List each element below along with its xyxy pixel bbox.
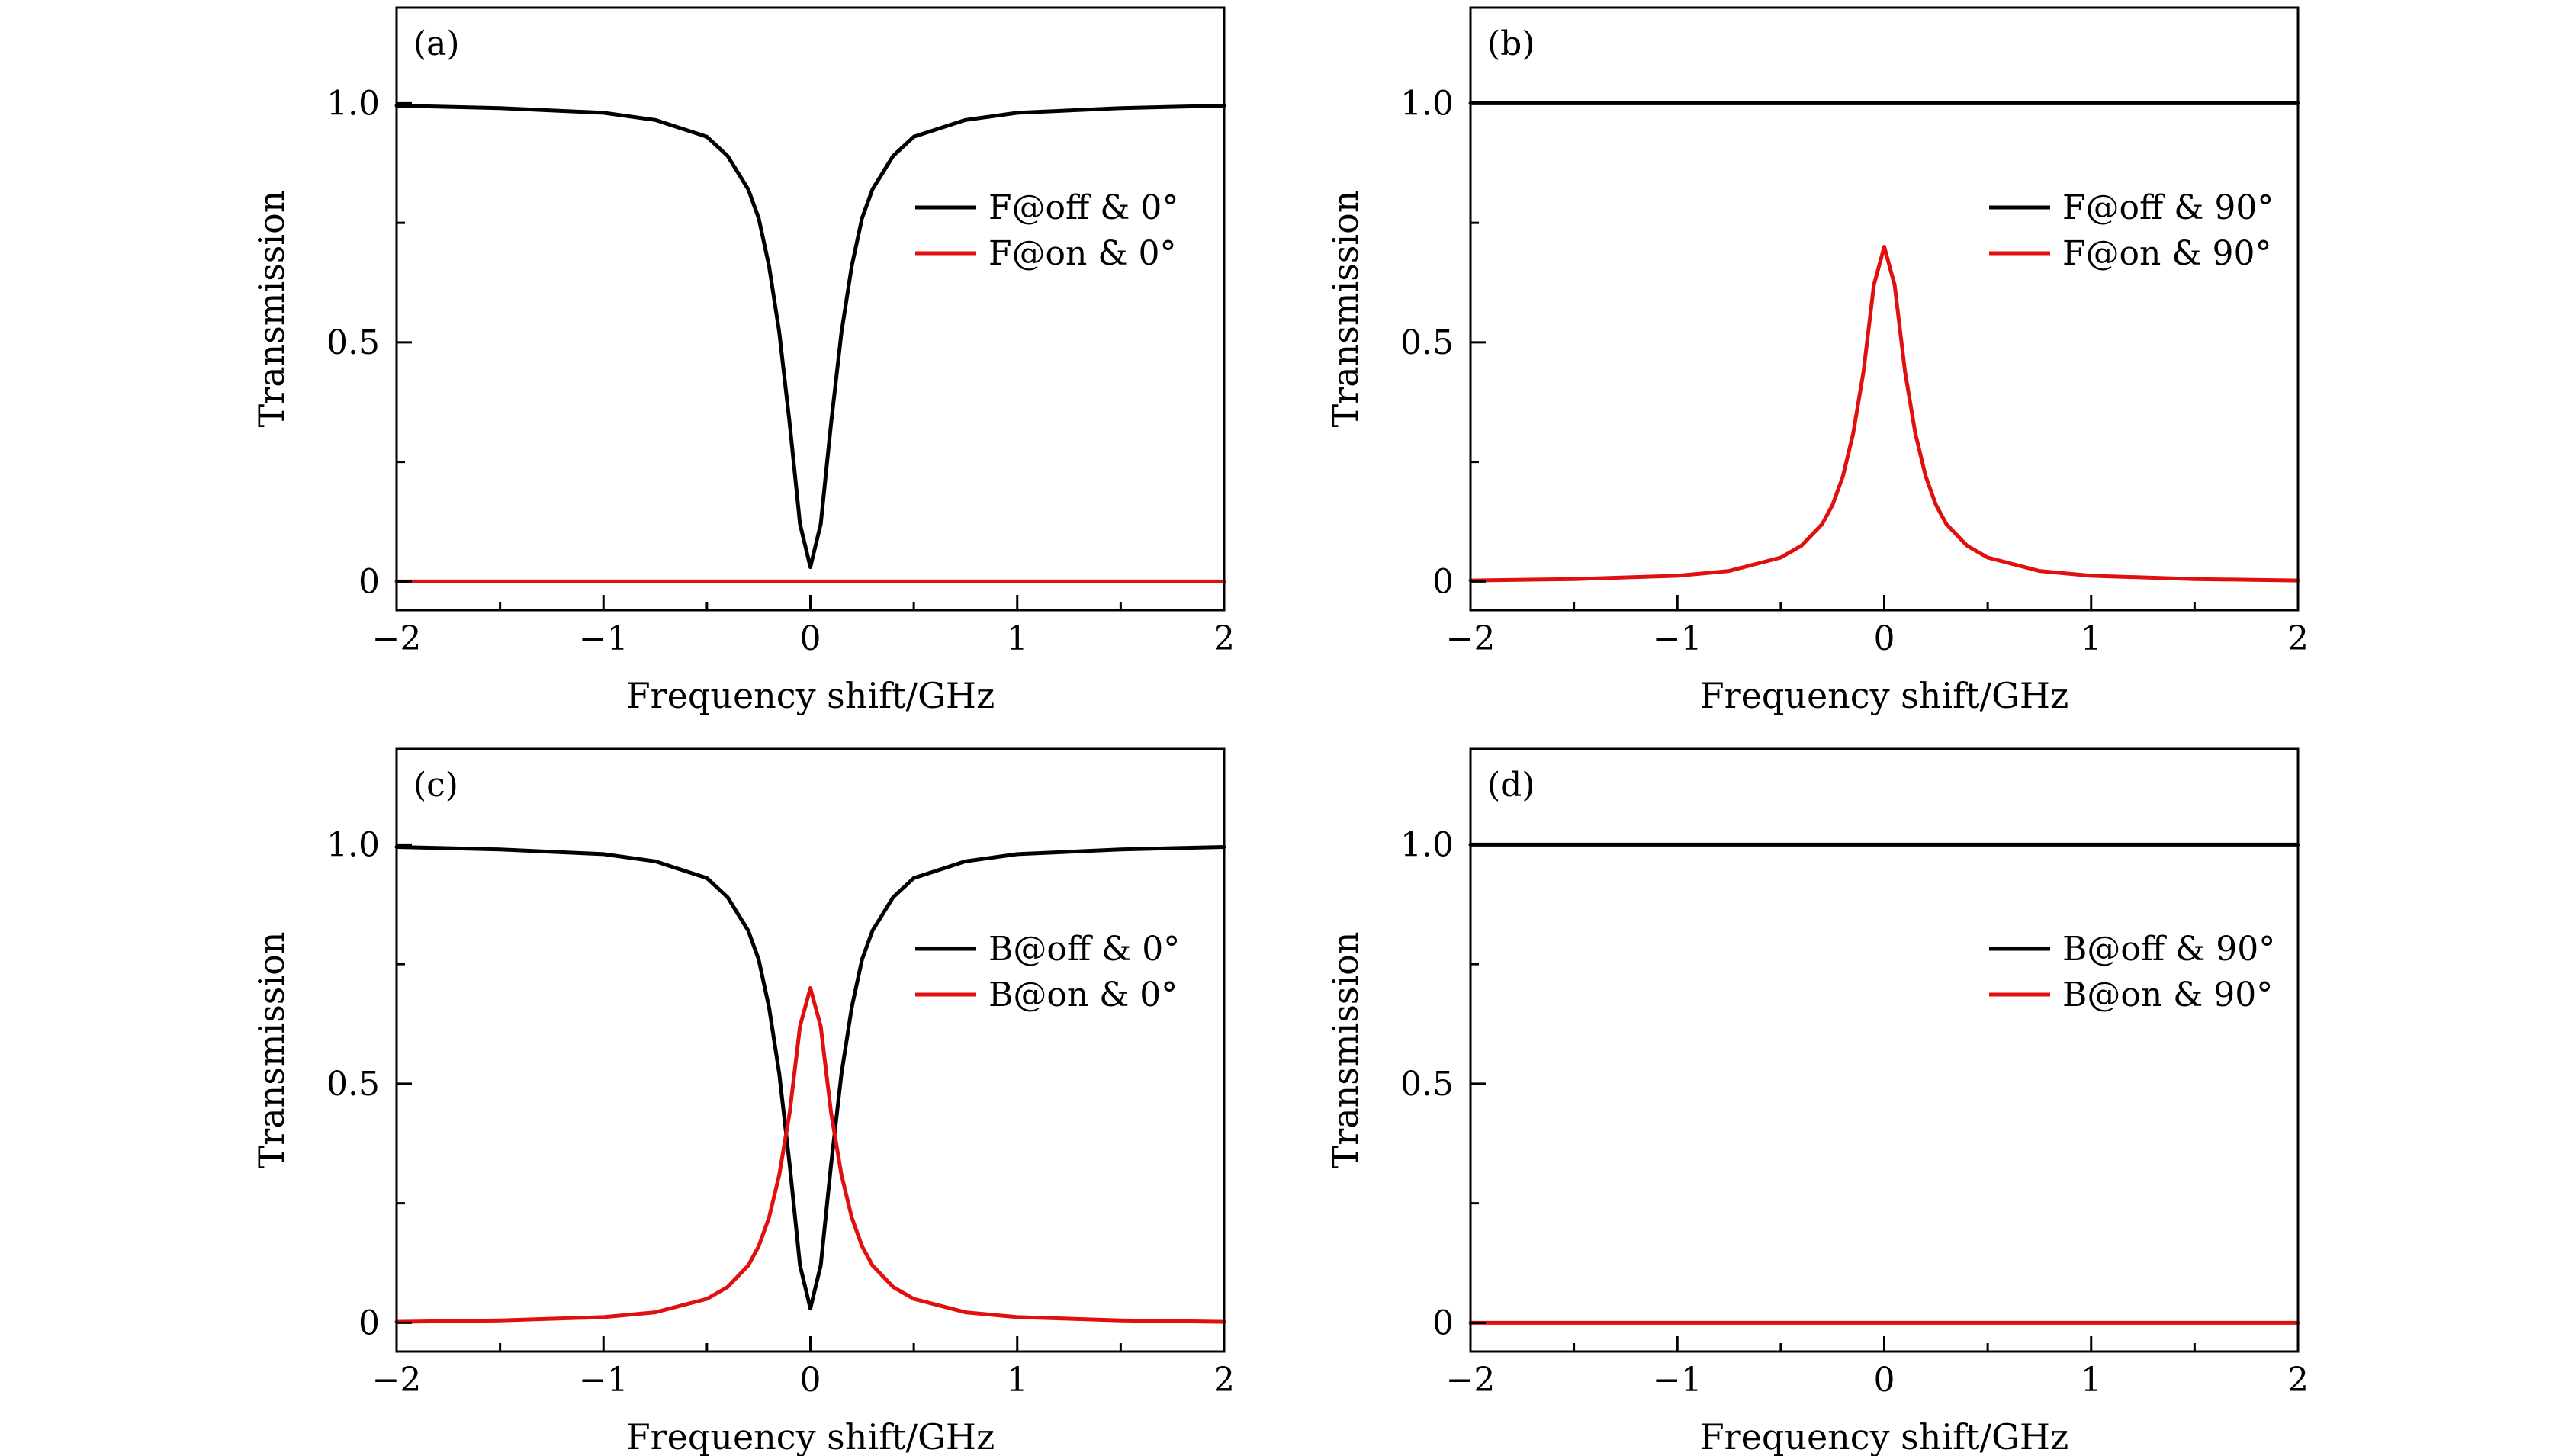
y-tick-label: 1.0: [326, 825, 380, 864]
y-tick-label: 0.5: [326, 323, 380, 362]
plot-frame: [1469, 6, 2300, 612]
series-line-off: [394, 104, 1226, 570]
x-axis-label: Frequency shift/GHz: [1700, 1416, 2068, 1456]
legend-label: B@off & 90°: [2062, 930, 2275, 969]
series-line-off: [394, 845, 1226, 1311]
x-tick-label: 1: [1007, 619, 1028, 658]
y-tick-label: 0: [1432, 1303, 1454, 1342]
panel-b: −2 −1 0 1 2 0 0.5 1.0 Frequency shift/GHz Transmi…: [1325, 6, 2309, 716]
y-axis-label: Transmission: [251, 191, 292, 428]
y-tick-label: 1.0: [1400, 825, 1454, 864]
legend-label: B@off & 0°: [988, 930, 1180, 969]
y-tick-label: 0: [358, 1303, 380, 1342]
x-tick-label: 2: [1213, 1361, 1235, 1400]
y-axis-label: Transmission: [1325, 191, 1366, 428]
panel-label: (c): [413, 766, 458, 805]
x-tick-label: 1: [1007, 1361, 1028, 1400]
x-tick-label: −2: [1446, 1361, 1496, 1400]
x-tick-label: 1: [2081, 619, 2102, 658]
plot-frame: [395, 747, 1226, 1353]
x-tick-label: 0: [800, 1361, 821, 1400]
y-tick-label: 0.5: [1400, 323, 1454, 362]
panel-label: (a): [413, 24, 460, 63]
x-tick-label: −2: [1446, 619, 1496, 658]
x-tick-label: 2: [2287, 1361, 2309, 1400]
y-tick-label: 0.5: [326, 1065, 380, 1104]
x-axis-label: Frequency shift/GHz: [626, 1416, 995, 1456]
x-tick-label: −2: [372, 1361, 422, 1400]
panel-label: (b): [1487, 24, 1535, 63]
x-tick-label: 2: [2287, 619, 2309, 658]
x-tick-label: −1: [1653, 619, 1702, 658]
plot-frame: [395, 6, 1226, 612]
y-tick-label: 0.5: [1400, 1065, 1454, 1104]
series-line-on: [394, 986, 1226, 1324]
x-tick-label: 1: [2081, 1361, 2102, 1400]
y-tick-label: 1.0: [326, 84, 380, 123]
legend-label: F@on & 90°: [2062, 234, 2271, 273]
y-tick-label: 0: [358, 562, 380, 601]
panel-d: −2 −1 0 1 2 0 0.5 1.0 Frequency shift/GHz Transmi…: [1325, 747, 2309, 1456]
legend-label: F@on & 0°: [988, 234, 1177, 273]
x-tick-label: −1: [1653, 1361, 1702, 1400]
legend-label: B@on & 0°: [988, 975, 1178, 1014]
x-tick-label: −1: [579, 619, 628, 658]
y-axis-label: Transmission: [1325, 932, 1366, 1169]
y-tick-label: 0: [1432, 562, 1454, 601]
panel-label: (d): [1487, 766, 1535, 805]
x-tick-label: 2: [1213, 619, 1235, 658]
legend-label: F@off & 90°: [2062, 188, 2274, 227]
legend-label: F@off & 0°: [988, 188, 1178, 227]
y-axis-label: Transmission: [251, 932, 292, 1169]
x-tick-label: 0: [1874, 1361, 1895, 1400]
panel-a: −2 −1 0 1 2 0 0.5 1.0 Frequency shift/GHz Transmi…: [251, 6, 1235, 716]
x-tick-label: 0: [800, 619, 821, 658]
legend-label: B@on & 90°: [2062, 975, 2273, 1014]
panel-c: −2 −1 0 1 2 0 0.5 1.0 Frequency shift/GHz Transmi…: [251, 747, 1235, 1456]
plot-frame: [1469, 747, 2300, 1353]
x-tick-label: 0: [1874, 619, 1895, 658]
y-tick-label: 1.0: [1400, 84, 1454, 123]
x-axis-label: Frequency shift/GHz: [1700, 675, 2068, 716]
x-tick-label: −2: [372, 619, 422, 658]
x-tick-label: −1: [579, 1361, 628, 1400]
series-line-on: [1468, 245, 2300, 583]
x-axis-label: Frequency shift/GHz: [626, 675, 995, 716]
